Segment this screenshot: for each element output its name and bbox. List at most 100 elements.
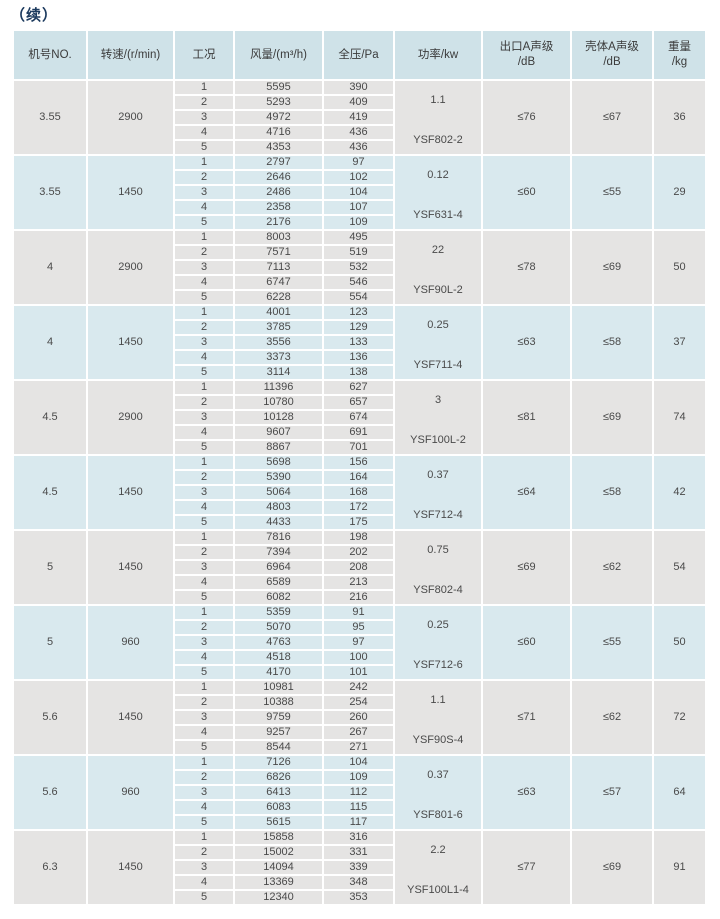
pressure-cell: 175: [324, 516, 393, 529]
pressure-cell: 532: [324, 261, 393, 274]
table-row: 2 7571 519: [14, 246, 705, 259]
outlet-noise-cell: ≤60: [483, 606, 570, 679]
header-line: 重量: [668, 41, 691, 53]
table-row: 2 7394 202: [14, 546, 705, 559]
flow-cell: 10388: [235, 696, 322, 709]
table-row: 4.5 2900 1 11396 627 3 YSF100L-2 ≤81 ≤69 74: [14, 381, 705, 454]
pressure-cell: 701: [324, 441, 393, 454]
pressure-cell: 97: [324, 156, 393, 169]
pressure-cell: 97: [324, 636, 393, 649]
power-value: 2.2: [430, 844, 446, 856]
pressure-cell: 117: [324, 816, 393, 829]
flow-cell: 4803: [235, 501, 322, 514]
table-row: 4 4803 172: [14, 501, 705, 514]
motor-model: YSF100L1-4: [407, 884, 469, 896]
condition-cell: 2: [175, 471, 233, 484]
power-cell-content: 1.1 YSF90S-4: [395, 681, 481, 754]
condition-cell: 2: [175, 846, 233, 859]
weight-cell: 54: [654, 531, 705, 604]
pressure-cell: 657: [324, 396, 393, 409]
fan-spec-table: 机号NO. 转速/(r/min) 工况 风量/(m³/h) 全压/Pa 功率/kw 出口A声…: [12, 29, 707, 906]
housing-noise-cell: ≤67: [572, 81, 652, 154]
table-row: 3 5064 168: [14, 486, 705, 499]
power-cell: 22 YSF90L-2: [395, 231, 481, 304]
weight-cell: 50: [654, 606, 705, 679]
pressure-cell: 216: [324, 591, 393, 604]
condition-cell: 1: [175, 156, 233, 169]
weight-cell: 74: [654, 381, 705, 454]
header-cell: 工况: [175, 31, 233, 79]
weight-cell: 64: [654, 756, 705, 829]
power-cell-content: 0.37 YSF712-4: [395, 456, 481, 529]
machine-no-cell: 3.55: [14, 156, 86, 229]
condition-cell: 1: [175, 306, 233, 319]
pressure-cell: 95: [324, 621, 393, 634]
motor-model: YSF631-4: [413, 209, 463, 221]
condition-cell: 5: [175, 891, 233, 904]
pressure-cell: 331: [324, 846, 393, 859]
flow-cell: 8544: [235, 741, 322, 754]
condition-cell: 4: [175, 276, 233, 289]
power-value: 1.1: [430, 694, 446, 706]
pressure-cell: 91: [324, 606, 393, 619]
condition-cell: 2: [175, 321, 233, 334]
power-cell-content: 3 YSF100L-2: [395, 381, 481, 454]
flow-cell: 10780: [235, 396, 322, 409]
condition-cell: 1: [175, 531, 233, 544]
pressure-cell: 133: [324, 336, 393, 349]
table-row: 5 6082 216: [14, 591, 705, 604]
flow-cell: 3114: [235, 366, 322, 379]
header-cell: 转速/(r/min): [88, 31, 173, 79]
flow-cell: 5390: [235, 471, 322, 484]
speed-cell: 1450: [88, 831, 173, 904]
flow-cell: 15002: [235, 846, 322, 859]
power-value: 0.25: [427, 619, 449, 631]
condition-cell: 3: [175, 336, 233, 349]
motor-model: YSF802-4: [413, 584, 463, 596]
condition-cell: 4: [175, 126, 233, 139]
condition-cell: 4: [175, 426, 233, 439]
table-row: 5.6 960 1 7126 104 0.37 YSF801-6 ≤63 ≤57 64: [14, 756, 705, 829]
table-row: 6.3 1450 1 15858 316 2.2 YSF100L1-4 ≤77 ≤69 91: [14, 831, 705, 904]
condition-cell: 1: [175, 681, 233, 694]
pressure-cell: 436: [324, 126, 393, 139]
pressure-cell: 208: [324, 561, 393, 574]
table-row: 3 4763 97: [14, 636, 705, 649]
motor-model: YSF712-6: [413, 659, 463, 671]
pressure-cell: 316: [324, 831, 393, 844]
flow-cell: 3556: [235, 336, 322, 349]
flow-cell: 3373: [235, 351, 322, 364]
condition-cell: 4: [175, 876, 233, 889]
condition-cell: 4: [175, 801, 233, 814]
flow-cell: 6082: [235, 591, 322, 604]
table-row: 3 9759 260: [14, 711, 705, 724]
condition-cell: 2: [175, 96, 233, 109]
header-line: 机号NO.: [28, 48, 72, 61]
outlet-noise-cell: ≤71: [483, 681, 570, 754]
flow-cell: 5064: [235, 486, 322, 499]
condition-cell: 3: [175, 111, 233, 124]
motor-model: YSF802-2: [413, 134, 463, 146]
flow-cell: 5698: [235, 456, 322, 469]
condition-cell: 1: [175, 231, 233, 244]
pressure-cell: 339: [324, 861, 393, 874]
condition-cell: 3: [175, 186, 233, 199]
flow-cell: 9759: [235, 711, 322, 724]
outlet-noise-cell: ≤76: [483, 81, 570, 154]
flow-cell: 6964: [235, 561, 322, 574]
table-row: 4 2358 107: [14, 201, 705, 214]
flow-cell: 2486: [235, 186, 322, 199]
motor-model: YSF90L-2: [413, 284, 463, 296]
table-row: 5.6 1450 1 10981 242 1.1 YSF90S-4 ≤71 ≤62 72: [14, 681, 705, 754]
machine-no-cell: 4: [14, 231, 86, 304]
pressure-cell: 271: [324, 741, 393, 754]
power-cell-content: 1.1 YSF802-2: [395, 81, 481, 154]
pressure-cell: 198: [324, 531, 393, 544]
pressure-cell: 100: [324, 651, 393, 664]
condition-cell: 4: [175, 501, 233, 514]
condition-cell: 2: [175, 696, 233, 709]
pressure-cell: 101: [324, 666, 393, 679]
table-row: 3 4972 419: [14, 111, 705, 124]
table-row: 4 13369 348: [14, 876, 705, 889]
table-row: 4 6589 213: [14, 576, 705, 589]
